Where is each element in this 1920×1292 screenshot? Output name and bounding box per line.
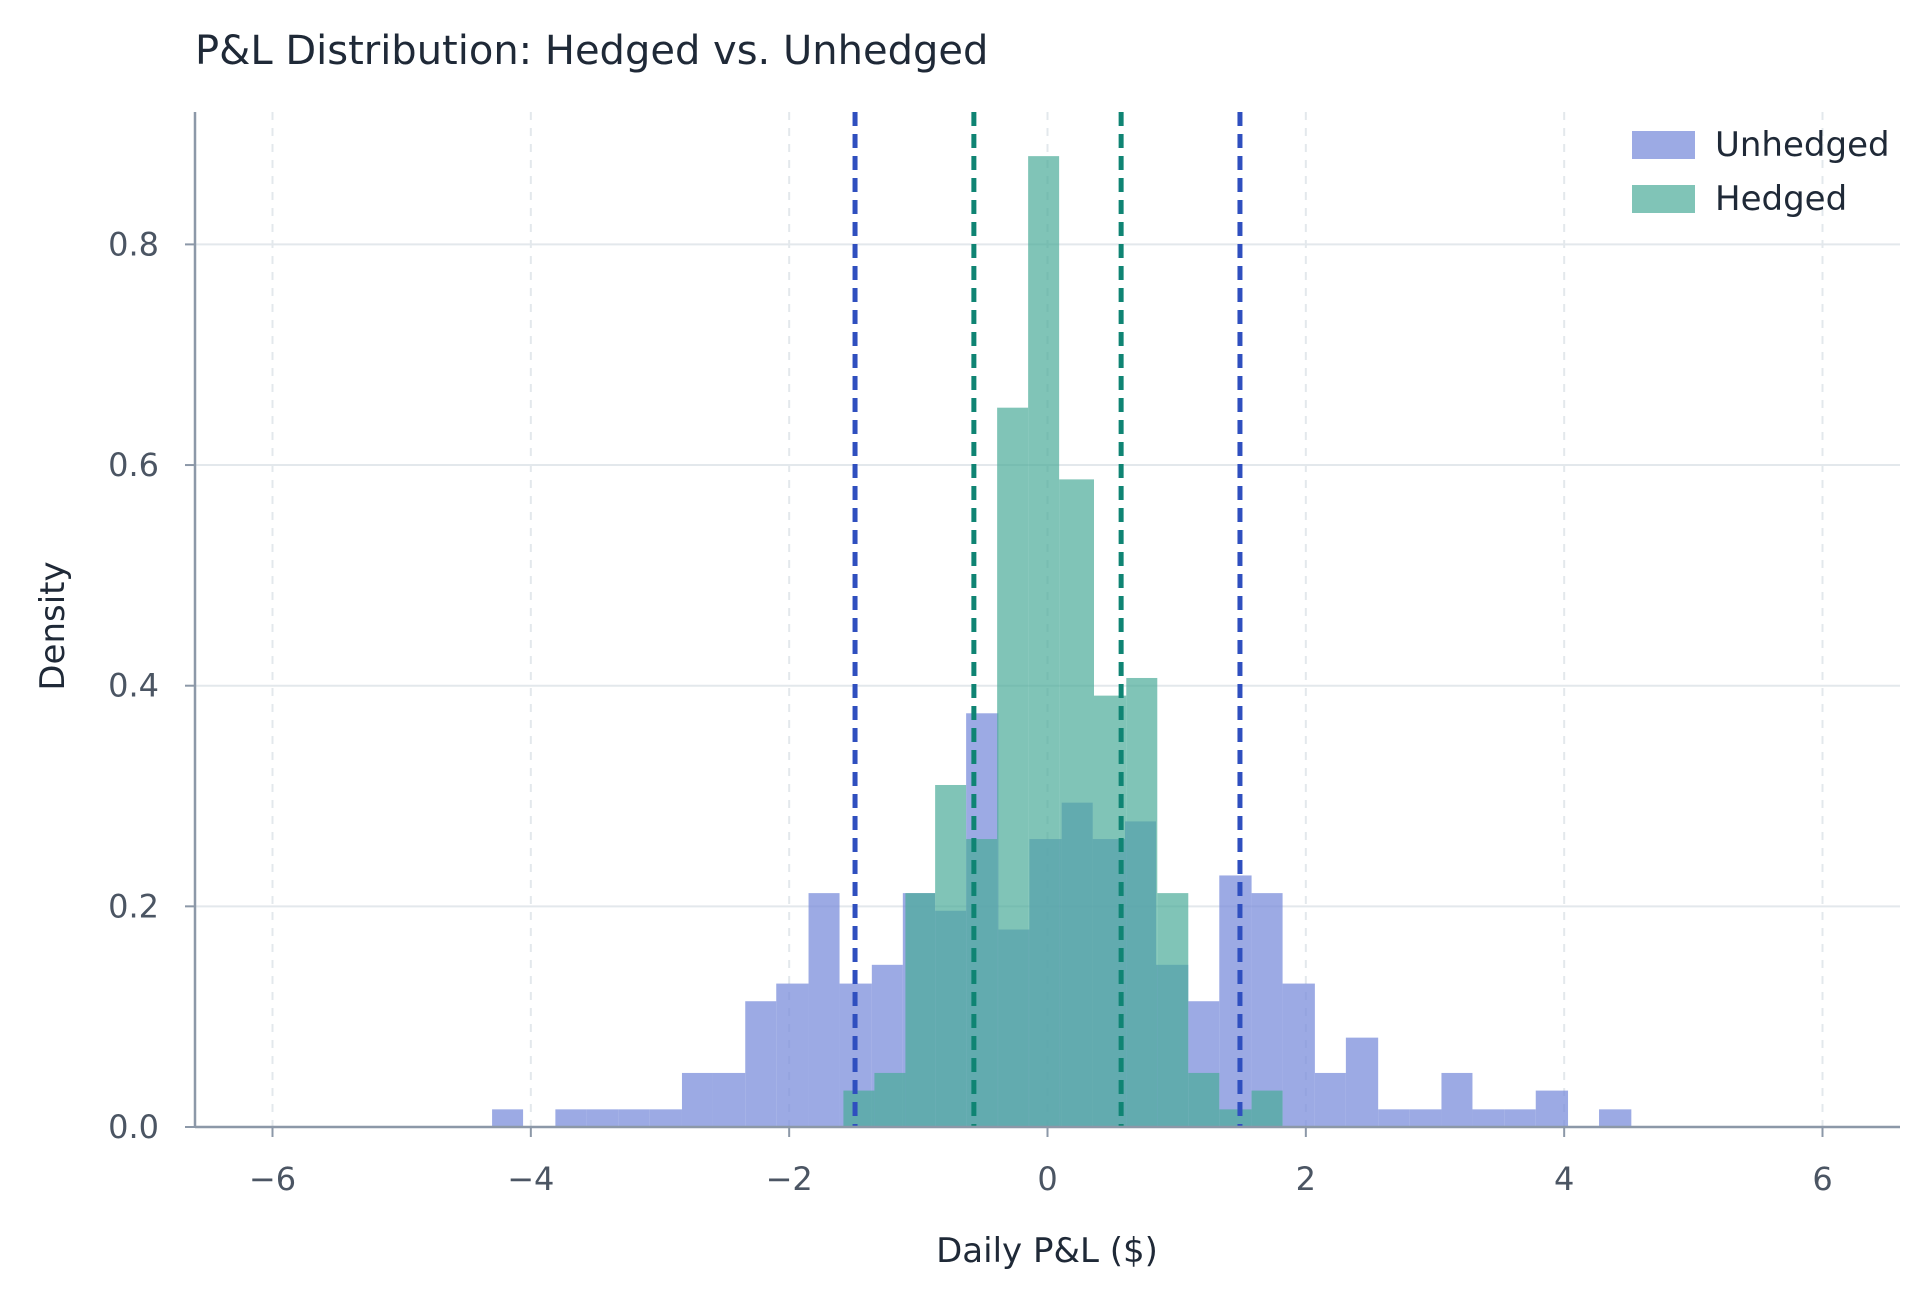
sigma-lines: [852, 112, 1243, 1127]
bar-unhedged: [681, 1072, 713, 1127]
bar-hedged: [905, 893, 936, 1127]
bar-unhedged: [1314, 1072, 1346, 1127]
bar-hedged: [1251, 1090, 1283, 1127]
x-tick-label: −6: [249, 1160, 296, 1198]
bar-hedged: [1028, 156, 1060, 1127]
bar-unhedged: [776, 983, 809, 1127]
bar-unhedged: [1441, 1072, 1473, 1127]
bar-unhedged: [555, 1109, 587, 1127]
bar-unhedged: [1599, 1109, 1632, 1127]
chart-title: P&L Distribution: Hedged vs. Unhedged: [195, 28, 988, 74]
legend-label-hedged: Hedged: [1715, 179, 1847, 219]
x-tick-label: 4: [1554, 1160, 1574, 1198]
bar-hedged: [935, 784, 967, 1127]
histogram-bars: [492, 156, 1632, 1127]
bar-unhedged: [1535, 1090, 1569, 1127]
bar-unhedged: [808, 893, 840, 1127]
x-tick-label: −2: [766, 1160, 813, 1198]
bar-unhedged: [618, 1109, 650, 1127]
y-tick-label: 0.8: [108, 225, 159, 263]
bar-unhedged: [586, 1109, 619, 1127]
bar-hedged: [1126, 677, 1158, 1127]
bar-unhedged: [1504, 1109, 1536, 1127]
y-tick-label: 0.4: [108, 667, 159, 705]
bar-unhedged: [1409, 1109, 1442, 1127]
legend: Unhedged Hedged: [1632, 125, 1890, 219]
bar-unhedged: [1219, 875, 1252, 1127]
bar-hedged: [1157, 893, 1189, 1127]
ticks: −6 −4 −2 0 2 4 6 0.0 0.2 0.4 0.6 0.8: [108, 225, 1833, 1198]
bar-unhedged: [1282, 983, 1315, 1127]
bar-unhedged: [1378, 1109, 1410, 1127]
x-tick-label: 6: [1812, 1160, 1832, 1198]
x-tick-label: 0: [1037, 1160, 1057, 1198]
bar-hedged: [1188, 1072, 1220, 1127]
bar-hedged: [1219, 1109, 1252, 1127]
y-axis-label: Density: [33, 561, 73, 690]
bar-hedged: [843, 1090, 875, 1127]
x-axis-label: Daily P&L ($): [936, 1231, 1158, 1271]
bar-unhedged: [1251, 893, 1283, 1127]
bar-unhedged: [745, 1001, 777, 1127]
legend-label-unhedged: Unhedged: [1715, 125, 1890, 165]
bar-hedged: [966, 839, 998, 1127]
legend-swatch-unhedged: [1632, 131, 1695, 159]
bar-hedged: [997, 407, 1029, 1127]
legend-swatch-hedged: [1632, 185, 1695, 213]
y-tick-label: 0.0: [108, 1108, 159, 1146]
y-tick-label: 0.2: [108, 887, 159, 925]
bar-unhedged: [492, 1109, 524, 1127]
bar-unhedged: [1345, 1037, 1379, 1127]
x-tick-label: −4: [507, 1160, 554, 1198]
bar-unhedged: [1472, 1109, 1505, 1127]
bar-unhedged: [712, 1072, 746, 1127]
bar-hedged: [1059, 479, 1094, 1127]
bar-hedged: [874, 1072, 906, 1127]
x-tick-label: 2: [1296, 1160, 1316, 1198]
y-tick-label: 0.6: [108, 446, 159, 484]
bar-unhedged: [649, 1109, 682, 1127]
